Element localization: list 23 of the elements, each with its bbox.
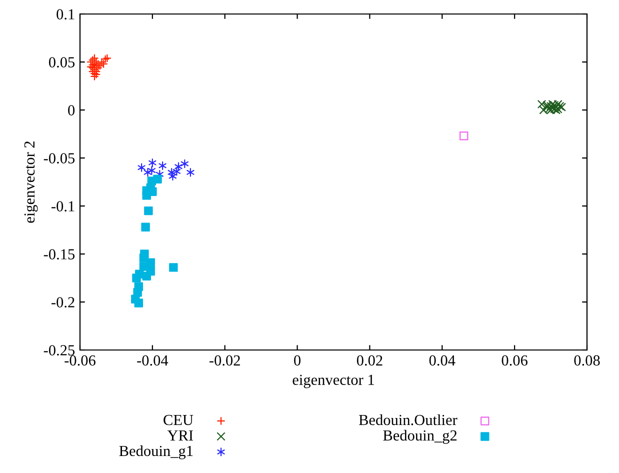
x-tick-label: -0.04 [137,355,168,366]
x-tick-label: 0.08 [574,355,600,366]
x-tick-label: 0.02 [356,355,382,366]
x-tick-label: 0 [294,355,301,366]
y-tick-label: -0.05 [44,153,75,164]
y-tick-label: 0.1 [56,9,74,20]
y-tick-label: 0 [68,105,75,116]
y-tick-label: -0.1 [52,201,74,212]
x-tick-label: 0.06 [502,355,528,366]
x-tick-label: -0.02 [210,355,240,366]
legend-label: Bedouin.Outlier [358,414,458,426]
y-tick-label: 0.05 [48,57,75,68]
legend-label: Bedouin_g2 [383,430,457,444]
x-axis-title: eigenvector 1 [292,374,374,388]
legend-label: YRI [167,430,193,440]
y-tick-label: -0.2 [52,297,74,308]
x-tick-label: -0.06 [64,355,96,366]
y-tick-label: -0.25 [44,345,75,356]
y-tick-label: -0.15 [44,249,75,260]
legend-label: Bedouin_g1 [119,445,193,460]
y-axis-title: eigenvector 2 [24,141,38,223]
x-tick-label: 0.04 [429,355,456,366]
legend-label: CEU [164,414,194,426]
